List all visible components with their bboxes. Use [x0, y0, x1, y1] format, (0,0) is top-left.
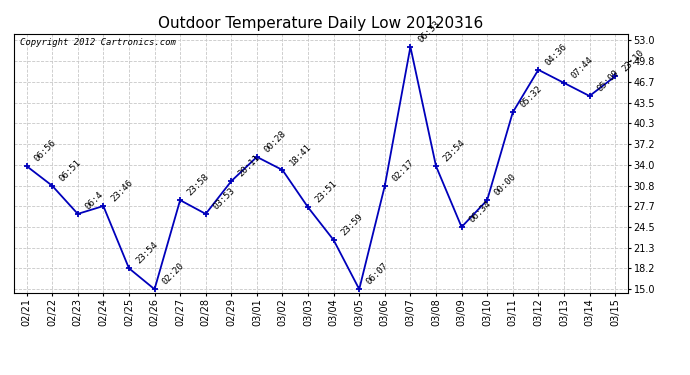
- Text: 23:54: 23:54: [442, 138, 467, 163]
- Text: 03:53: 03:53: [211, 186, 237, 211]
- Title: Outdoor Temperature Daily Low 20120316: Outdoor Temperature Daily Low 20120316: [158, 16, 484, 31]
- Text: 23:59: 23:59: [339, 212, 364, 237]
- Text: 02:20: 02:20: [160, 261, 186, 286]
- Text: 06:56: 06:56: [32, 138, 57, 163]
- Text: 06:07: 06:07: [365, 261, 390, 286]
- Text: 23:51: 23:51: [314, 179, 339, 205]
- Text: 00:00: 00:00: [493, 172, 518, 197]
- Text: 06:4: 06:4: [83, 189, 105, 211]
- Text: 06:51: 06:51: [58, 158, 83, 183]
- Text: 23:58: 23:58: [186, 172, 211, 197]
- Text: 18:41: 18:41: [288, 142, 313, 167]
- Text: 23:54: 23:54: [135, 240, 160, 266]
- Text: 05:09: 05:09: [595, 68, 620, 93]
- Text: 07:44: 07:44: [569, 55, 595, 80]
- Text: 06:34: 06:34: [467, 199, 493, 224]
- Text: 20:11: 20:11: [237, 153, 262, 178]
- Text: 23:46: 23:46: [109, 178, 135, 203]
- Text: 05:32: 05:32: [518, 84, 544, 109]
- Text: 04:36: 04:36: [544, 42, 569, 67]
- Text: 00:28: 00:28: [262, 129, 288, 154]
- Text: 06:33: 06:33: [416, 19, 442, 44]
- Text: Copyright 2012 Cartronics.com: Copyright 2012 Cartronics.com: [20, 38, 176, 46]
- Text: 23:10: 23:10: [621, 48, 646, 74]
- Text: 02:17: 02:17: [391, 158, 416, 183]
